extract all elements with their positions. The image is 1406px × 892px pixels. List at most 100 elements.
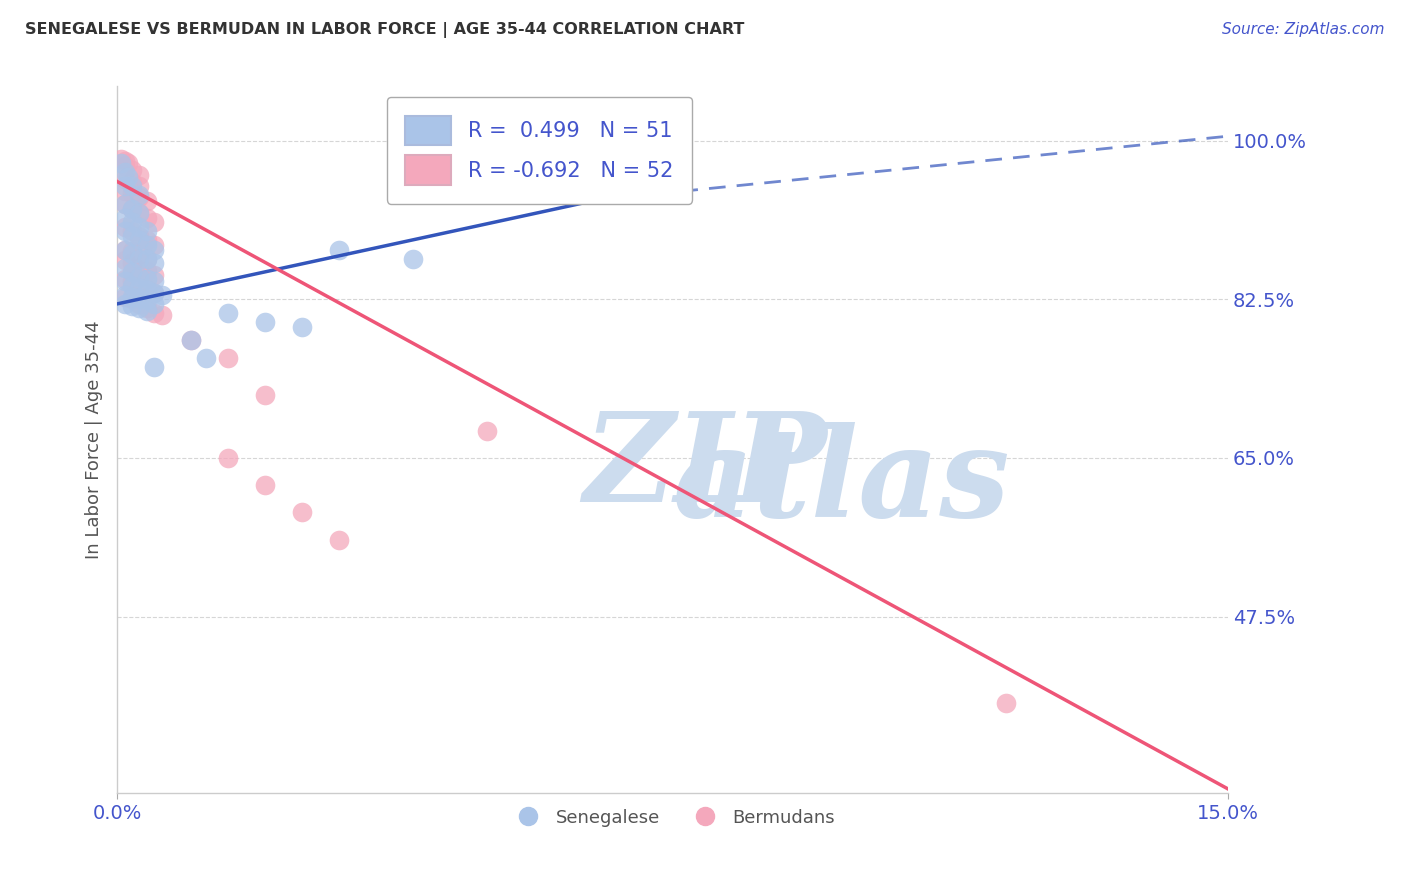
Point: [328, 533, 350, 547]
Legend: Senegalese, Bermudans: Senegalese, Bermudans: [503, 801, 842, 834]
Point: [121, 228, 143, 243]
Point: [143, 256, 166, 270]
Point: [143, 297, 166, 311]
Point: [128, 278, 150, 293]
Point: [135, 234, 157, 248]
Point: [477, 424, 499, 438]
Point: [180, 333, 202, 347]
Point: [121, 179, 143, 194]
Point: [328, 243, 350, 257]
Point: [128, 234, 150, 248]
Point: [135, 304, 157, 318]
Point: [117, 169, 139, 184]
Point: [114, 153, 136, 168]
Point: [110, 156, 132, 170]
Point: [121, 290, 143, 304]
Point: [143, 306, 166, 320]
Point: [135, 211, 157, 225]
Text: ZIP: ZIP: [583, 408, 827, 529]
Point: [135, 283, 157, 297]
Point: [135, 238, 157, 252]
Text: atlas: atlas: [672, 422, 1010, 543]
Point: [128, 179, 150, 194]
Point: [128, 292, 150, 306]
Point: [150, 308, 173, 322]
Point: [254, 387, 277, 401]
Point: [114, 219, 136, 234]
Point: [402, 252, 425, 266]
Point: [117, 156, 139, 170]
Point: [114, 271, 136, 285]
Point: [114, 197, 136, 211]
Point: [135, 264, 157, 278]
Text: Source: ZipAtlas.com: Source: ZipAtlas.com: [1222, 22, 1385, 37]
Point: [143, 360, 166, 375]
Point: [128, 269, 150, 284]
Point: [135, 252, 157, 266]
Point: [121, 175, 143, 189]
Point: [114, 179, 136, 194]
Point: [114, 243, 136, 257]
Point: [291, 505, 314, 519]
Point: [114, 159, 136, 173]
Point: [128, 188, 150, 202]
Point: [114, 211, 136, 225]
Point: [128, 252, 150, 266]
Point: [114, 274, 136, 288]
Point: [217, 351, 239, 366]
Point: [135, 293, 157, 308]
Point: [121, 186, 143, 201]
Point: [135, 282, 157, 296]
Point: [114, 224, 136, 238]
Point: [135, 194, 157, 208]
Point: [254, 478, 277, 492]
Point: [128, 219, 150, 234]
Point: [143, 215, 166, 229]
Point: [143, 268, 166, 282]
Point: [180, 333, 202, 347]
Point: [143, 285, 166, 300]
Point: [121, 256, 143, 270]
Text: SENEGALESE VS BERMUDAN IN LABOR FORCE | AGE 35-44 CORRELATION CHART: SENEGALESE VS BERMUDAN IN LABOR FORCE | …: [25, 22, 745, 38]
Point: [121, 274, 143, 288]
Point: [254, 315, 277, 329]
Point: [291, 319, 314, 334]
Point: [135, 224, 157, 238]
Point: [121, 278, 143, 293]
Point: [121, 202, 143, 216]
Point: [121, 299, 143, 313]
Point: [143, 238, 166, 252]
Point: [128, 206, 150, 220]
Point: [994, 696, 1017, 710]
Point: [135, 252, 157, 266]
Point: [121, 293, 143, 307]
Point: [150, 288, 173, 302]
Point: [128, 297, 150, 311]
Point: [121, 215, 143, 229]
Point: [121, 224, 143, 238]
Point: [128, 228, 150, 243]
Point: [110, 152, 132, 166]
Point: [114, 171, 136, 186]
Point: [121, 247, 143, 261]
Point: [114, 297, 136, 311]
Point: [114, 288, 136, 302]
Point: [121, 244, 143, 259]
Point: [128, 206, 150, 220]
Point: [114, 290, 136, 304]
Point: [135, 271, 157, 285]
Point: [114, 165, 136, 179]
Point: [135, 301, 157, 316]
Point: [143, 243, 166, 257]
Point: [114, 184, 136, 198]
Point: [114, 243, 136, 257]
Point: [143, 274, 166, 288]
Point: [128, 190, 150, 204]
Point: [128, 168, 150, 182]
Point: [121, 265, 143, 279]
Point: [128, 301, 150, 316]
Point: [217, 450, 239, 465]
Point: [195, 351, 218, 366]
Point: [114, 260, 136, 275]
Point: [217, 306, 239, 320]
